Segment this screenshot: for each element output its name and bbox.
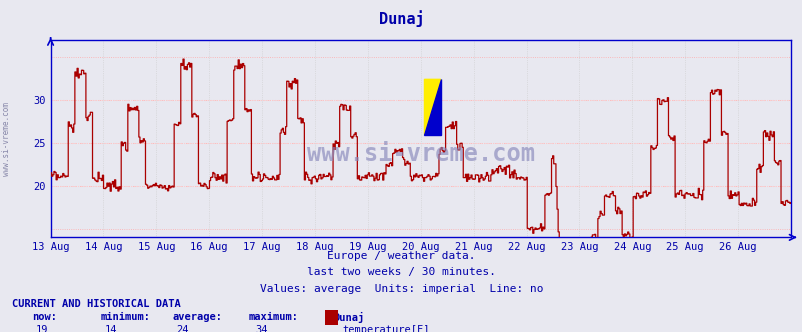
Text: Dunaj: Dunaj <box>333 312 364 323</box>
Text: Values: average  Units: imperial  Line: no: Values: average Units: imperial Line: no <box>259 284 543 294</box>
Text: www.si-vreme.com: www.si-vreme.com <box>2 103 11 176</box>
Text: 34: 34 <box>255 325 268 332</box>
Polygon shape <box>424 79 440 135</box>
Text: minimum:: minimum: <box>100 312 150 322</box>
Text: www.si-vreme.com: www.si-vreme.com <box>306 142 534 166</box>
Text: average:: average: <box>172 312 222 322</box>
Text: 24: 24 <box>176 325 189 332</box>
Text: CURRENT AND HISTORICAL DATA: CURRENT AND HISTORICAL DATA <box>12 299 180 309</box>
Text: Europe / weather data.: Europe / weather data. <box>327 251 475 261</box>
Text: 19: 19 <box>36 325 49 332</box>
Text: now:: now: <box>32 312 57 322</box>
Text: maximum:: maximum: <box>249 312 298 322</box>
Text: temperature[F]: temperature[F] <box>342 325 430 332</box>
Polygon shape <box>424 79 440 135</box>
Text: 14: 14 <box>104 325 117 332</box>
Text: Dunaj: Dunaj <box>379 11 423 28</box>
Text: last two weeks / 30 minutes.: last two weeks / 30 minutes. <box>306 267 496 277</box>
